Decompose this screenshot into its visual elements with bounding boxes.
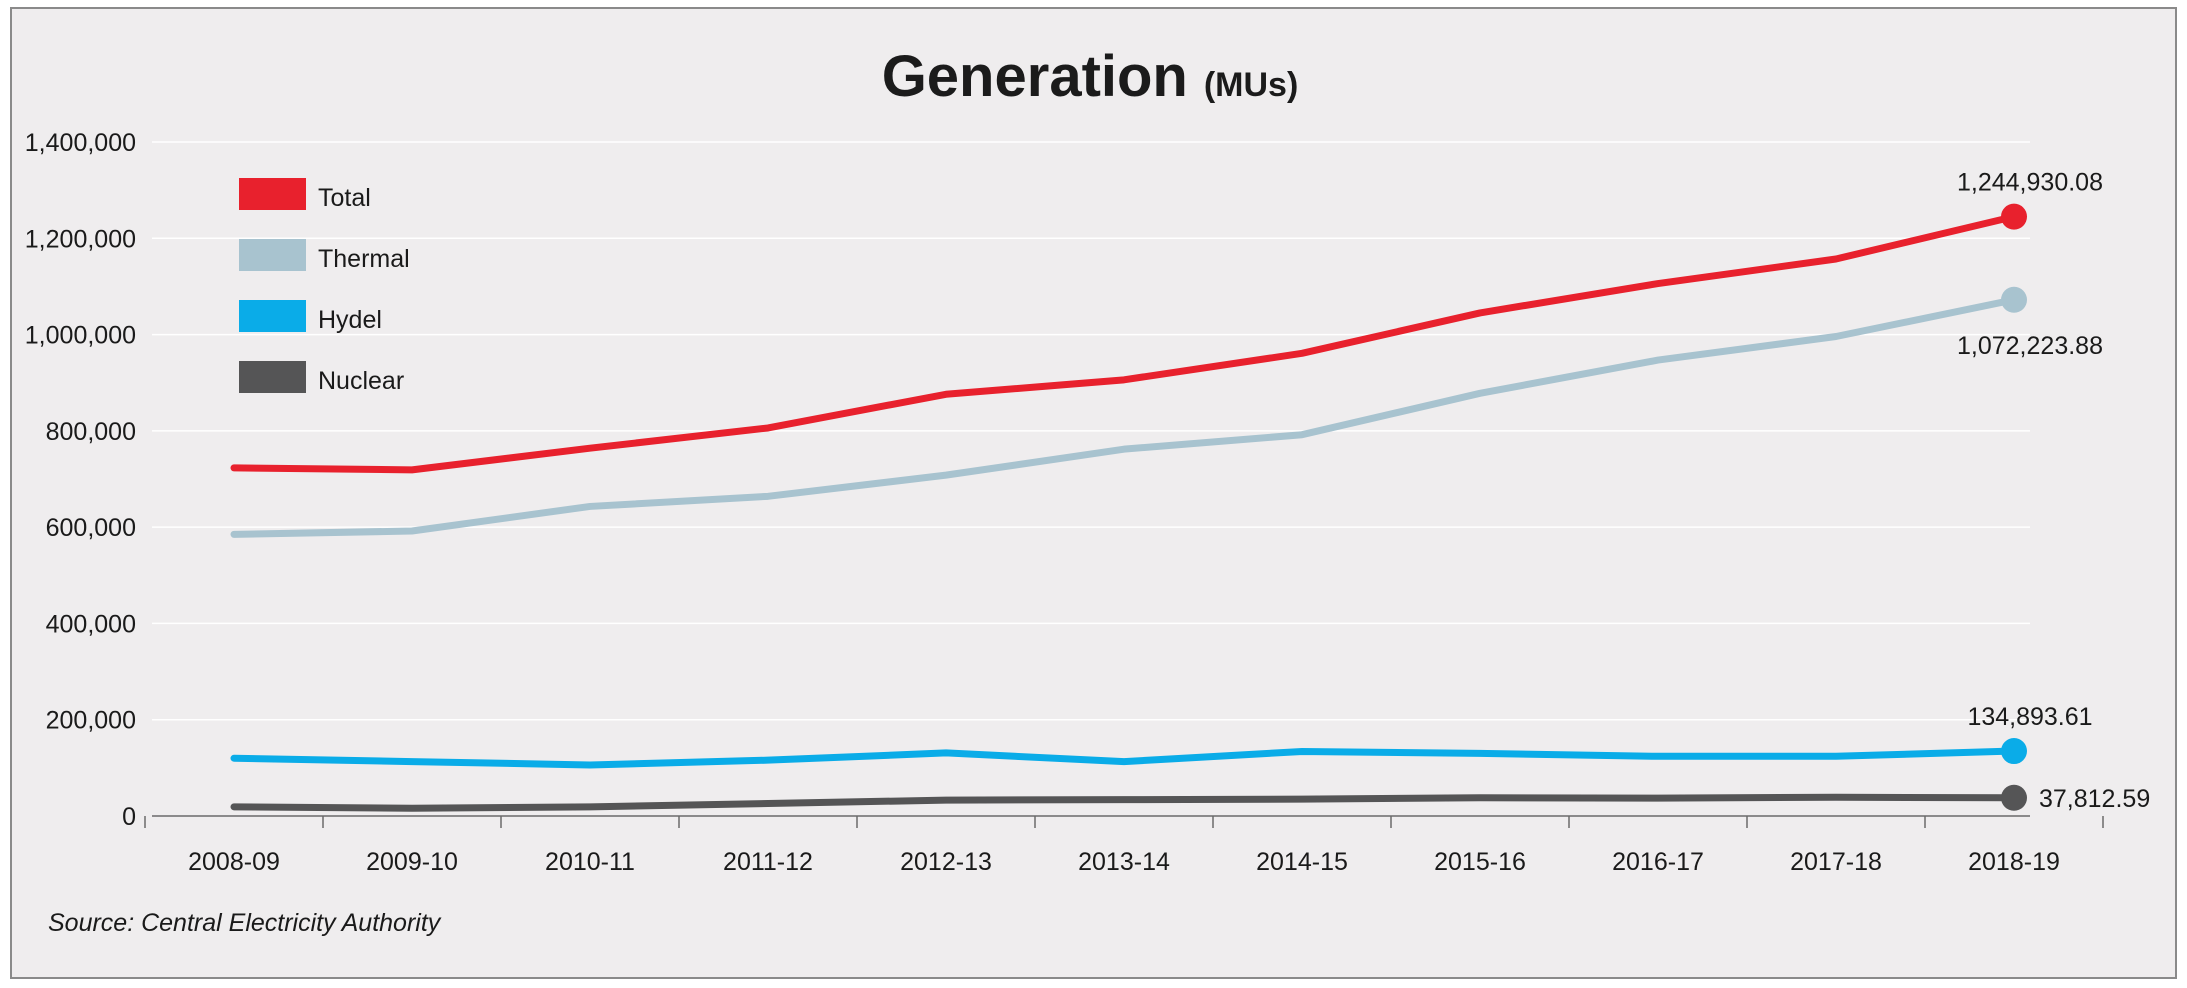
series-end-label-total: 1,244,930.08 — [1957, 169, 2103, 197]
x-tick-label: 2012-13 — [900, 848, 992, 876]
series-line-hydel — [230, 747, 2018, 769]
x-axis — [144, 815, 2104, 828]
x-tick-label: 2015-16 — [1434, 848, 1526, 876]
legend-swatch-hydel — [239, 300, 306, 332]
y-tick-label: 200,000 — [46, 707, 136, 735]
x-tick-label: 2016-17 — [1612, 848, 1704, 876]
x-tick-label: 2009-10 — [366, 848, 458, 876]
y-tick-label: 1,400,000 — [25, 129, 136, 157]
x-tick-label: 2018-19 — [1968, 848, 2060, 876]
legend-label-thermal: Thermal — [318, 245, 410, 273]
series-end-marker-hydel — [2001, 738, 2027, 765]
legend-swatch-total — [239, 178, 306, 210]
x-tick-label: 2017-18 — [1790, 848, 1882, 876]
source-note: Source: Central Electricity Authority — [48, 909, 442, 937]
series-end-marker-total — [2001, 203, 2027, 230]
legend-swatch-nuclear — [239, 361, 306, 393]
chart-frame — [10, 7, 2177, 979]
series-end-label-nuclear: 37,812.59 — [2039, 785, 2150, 813]
y-tick-label: 0 — [122, 803, 136, 831]
y-tick-label: 1,000,000 — [25, 322, 136, 350]
series-line-thermal — [230, 296, 2018, 538]
legend-swatch-thermal — [239, 239, 306, 271]
x-tick-label: 2011-12 — [723, 848, 813, 876]
tick-labels: 0 200,000 400,000 600,000 800,000 1,000,000 1,… — [25, 129, 2150, 876]
x-tick-label: 2014-15 — [1256, 848, 1348, 876]
series-lines — [230, 203, 2027, 812]
series-end-marker-thermal — [2001, 286, 2027, 313]
series-end-label-hydel: 134,893.61 — [1967, 703, 2092, 731]
y-tick-label: 1,200,000 — [25, 225, 136, 253]
series-line-total — [230, 213, 2018, 474]
y-tick-label: 600,000 — [46, 514, 136, 542]
series-line-nuclear — [230, 793, 2018, 812]
chart-title-main: Generation — [882, 44, 1188, 109]
legend-label-nuclear: Nuclear — [318, 367, 404, 395]
legend: Total Thermal Hydel Nuclear — [239, 178, 410, 395]
series-end-label-thermal: 1,072,223.88 — [1957, 332, 2103, 360]
y-tick-label: 400,000 — [46, 610, 136, 638]
legend-label-total: Total — [318, 184, 371, 212]
grid-lines — [152, 141, 2030, 721]
legend-label-hydel: Hydel — [318, 306, 382, 334]
x-tick-label: 2010-11 — [545, 848, 635, 876]
series-end-marker-nuclear — [2001, 784, 2027, 811]
x-tick-label: 2013-14 — [1078, 848, 1170, 876]
x-tick-label: 2008-09 — [188, 848, 280, 876]
chart-title: Generation (MUs) — [882, 44, 1299, 109]
y-tick-label: 800,000 — [46, 418, 136, 446]
chart-title-unit: (MUs) — [1204, 66, 1298, 104]
